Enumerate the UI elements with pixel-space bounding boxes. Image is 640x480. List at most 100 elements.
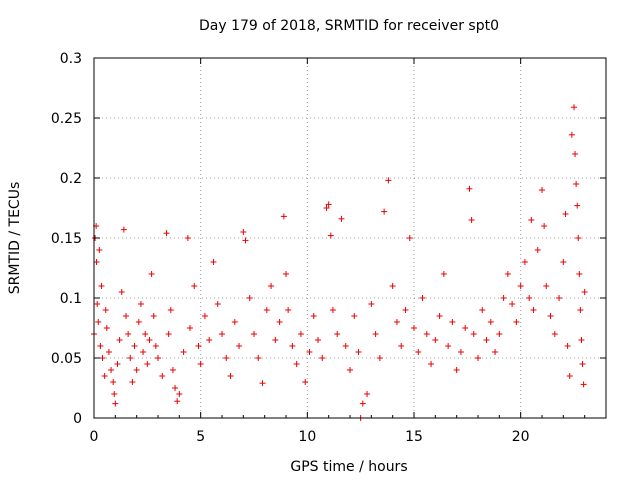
data-point (521, 259, 528, 265)
data-point (566, 373, 573, 379)
data-point (445, 343, 452, 349)
data-point (123, 313, 129, 319)
data-point (231, 319, 238, 325)
data-point (131, 343, 138, 349)
data-point (492, 349, 499, 355)
data-point (120, 226, 127, 233)
y-tick-label: 0.25 (51, 111, 82, 127)
data-point (574, 202, 581, 209)
data-point (240, 229, 247, 235)
x-axis-label: GPS time / hours (290, 459, 407, 475)
data-point (351, 313, 358, 319)
data-point (133, 367, 140, 373)
data-point (242, 237, 249, 244)
data-point (581, 289, 588, 295)
data-point (440, 271, 447, 277)
data-point (513, 319, 520, 325)
data-point (184, 235, 191, 241)
data-point (302, 379, 309, 385)
data-point (568, 131, 575, 138)
data-point (466, 185, 473, 192)
data-point (500, 295, 507, 301)
axes: 0 0.05 0.1 0.15 0.2 0.25 0.3 0 5 10 15 20 (51, 51, 607, 445)
data-point (487, 319, 494, 325)
data-point (428, 361, 435, 367)
x-tick-label: 20 (512, 429, 530, 445)
data-point (140, 349, 147, 355)
data-point (293, 361, 300, 367)
data-point (259, 380, 266, 387)
y-tick-label: 0.1 (60, 291, 82, 307)
data-point (526, 295, 533, 301)
data-point (172, 385, 179, 391)
data-point (579, 361, 586, 367)
data-point (306, 349, 313, 355)
data-point (319, 355, 326, 361)
data-point (219, 331, 225, 337)
data-point (432, 337, 439, 343)
data-point (197, 361, 204, 367)
x-tick-label: 15 (405, 429, 423, 445)
data-point (114, 361, 121, 367)
data-point (176, 391, 183, 397)
data-point (543, 283, 550, 289)
data-point (329, 307, 336, 313)
data-point (575, 235, 582, 241)
data-point (359, 400, 366, 407)
data-point (468, 217, 475, 223)
data-point (283, 271, 289, 277)
data-point (97, 343, 104, 349)
data-point (99, 355, 106, 361)
data-point (289, 343, 296, 349)
data-point (285, 307, 292, 313)
data-point (573, 181, 580, 187)
data-point (564, 343, 571, 349)
x-tick-label: 10 (298, 429, 316, 445)
data-point (110, 379, 117, 385)
data-point (560, 259, 567, 265)
data-point (310, 313, 317, 319)
data-point (297, 331, 304, 337)
data-point (372, 331, 379, 337)
y-tick-label: 0.3 (60, 51, 82, 67)
data-point (577, 307, 584, 313)
data-point (334, 331, 341, 337)
data-point (504, 271, 511, 277)
data-point (347, 367, 353, 373)
data-point (578, 337, 585, 343)
x-tick-label: 5 (196, 429, 205, 445)
data-point (268, 283, 275, 289)
data-point (169, 367, 176, 373)
data-point (368, 301, 375, 307)
data-point (475, 355, 481, 361)
data-point (541, 223, 548, 229)
data-points (91, 104, 588, 421)
x-tick-label: 0 (90, 429, 99, 445)
data-point (108, 367, 115, 373)
data-point (381, 208, 388, 215)
data-point (102, 307, 109, 313)
data-point (112, 400, 119, 407)
data-point (315, 337, 321, 343)
data-point (165, 331, 172, 337)
data-point (580, 381, 587, 388)
data-point (150, 313, 157, 319)
data-point (483, 337, 490, 343)
data-point (453, 367, 460, 373)
data-point (255, 355, 262, 361)
data-point (137, 301, 144, 307)
data-point (159, 373, 166, 379)
data-point (385, 177, 392, 184)
data-point (223, 355, 230, 361)
data-point (423, 331, 430, 337)
data-point (551, 331, 558, 337)
data-point (419, 295, 426, 301)
data-point (272, 337, 279, 343)
data-point (127, 355, 134, 361)
data-point (462, 325, 469, 331)
data-point (547, 313, 554, 319)
data-point (517, 283, 524, 289)
data-point (174, 398, 181, 405)
data-point (236, 343, 243, 349)
data-point (98, 283, 105, 289)
